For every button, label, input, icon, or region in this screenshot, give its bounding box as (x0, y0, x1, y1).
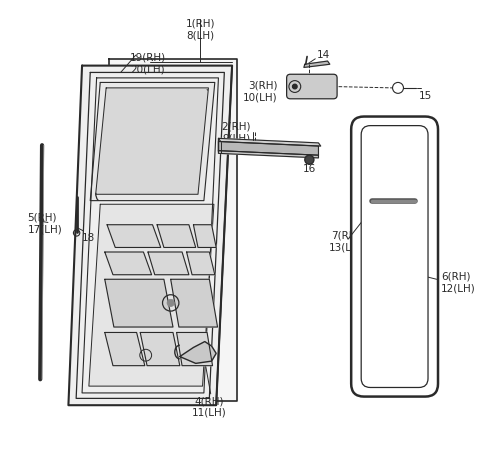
Polygon shape (218, 152, 318, 158)
Polygon shape (89, 205, 214, 386)
FancyBboxPatch shape (287, 75, 337, 100)
Text: 6(RH)
12(LH): 6(RH) 12(LH) (441, 271, 476, 293)
FancyBboxPatch shape (361, 126, 428, 388)
Polygon shape (157, 225, 196, 248)
Polygon shape (105, 280, 173, 327)
Polygon shape (171, 280, 217, 327)
Polygon shape (109, 60, 237, 401)
Text: 3(RH)
10(LH): 3(RH) 10(LH) (243, 81, 277, 102)
Polygon shape (69, 66, 232, 405)
Polygon shape (193, 225, 216, 248)
Text: 2(RH)
9(LH): 2(RH) 9(LH) (221, 121, 250, 143)
Circle shape (305, 156, 314, 165)
Circle shape (292, 85, 297, 90)
Polygon shape (107, 225, 161, 248)
Text: 5(RH)
17(LH): 5(RH) 17(LH) (27, 212, 62, 234)
Circle shape (167, 300, 174, 307)
Polygon shape (180, 342, 216, 364)
Polygon shape (96, 89, 208, 195)
FancyBboxPatch shape (351, 117, 438, 397)
Text: 16: 16 (303, 164, 316, 174)
Text: 18: 18 (82, 232, 96, 242)
Text: 19(RH)
20(LH): 19(RH) 20(LH) (130, 53, 166, 75)
Polygon shape (218, 142, 318, 156)
Polygon shape (148, 253, 189, 275)
Polygon shape (218, 139, 321, 147)
Text: 14: 14 (316, 50, 330, 60)
Polygon shape (304, 62, 330, 68)
Polygon shape (177, 333, 213, 366)
Text: 1(RH)
8(LH): 1(RH) 8(LH) (185, 19, 215, 40)
Polygon shape (105, 333, 145, 366)
Polygon shape (140, 333, 180, 366)
Polygon shape (105, 253, 152, 275)
Polygon shape (90, 83, 215, 201)
Text: 4(RH)
11(LH): 4(RH) 11(LH) (192, 395, 227, 417)
Text: 7(RH)
13(LH): 7(RH) 13(LH) (328, 230, 363, 252)
Polygon shape (187, 253, 215, 275)
Text: 15: 15 (419, 91, 432, 101)
